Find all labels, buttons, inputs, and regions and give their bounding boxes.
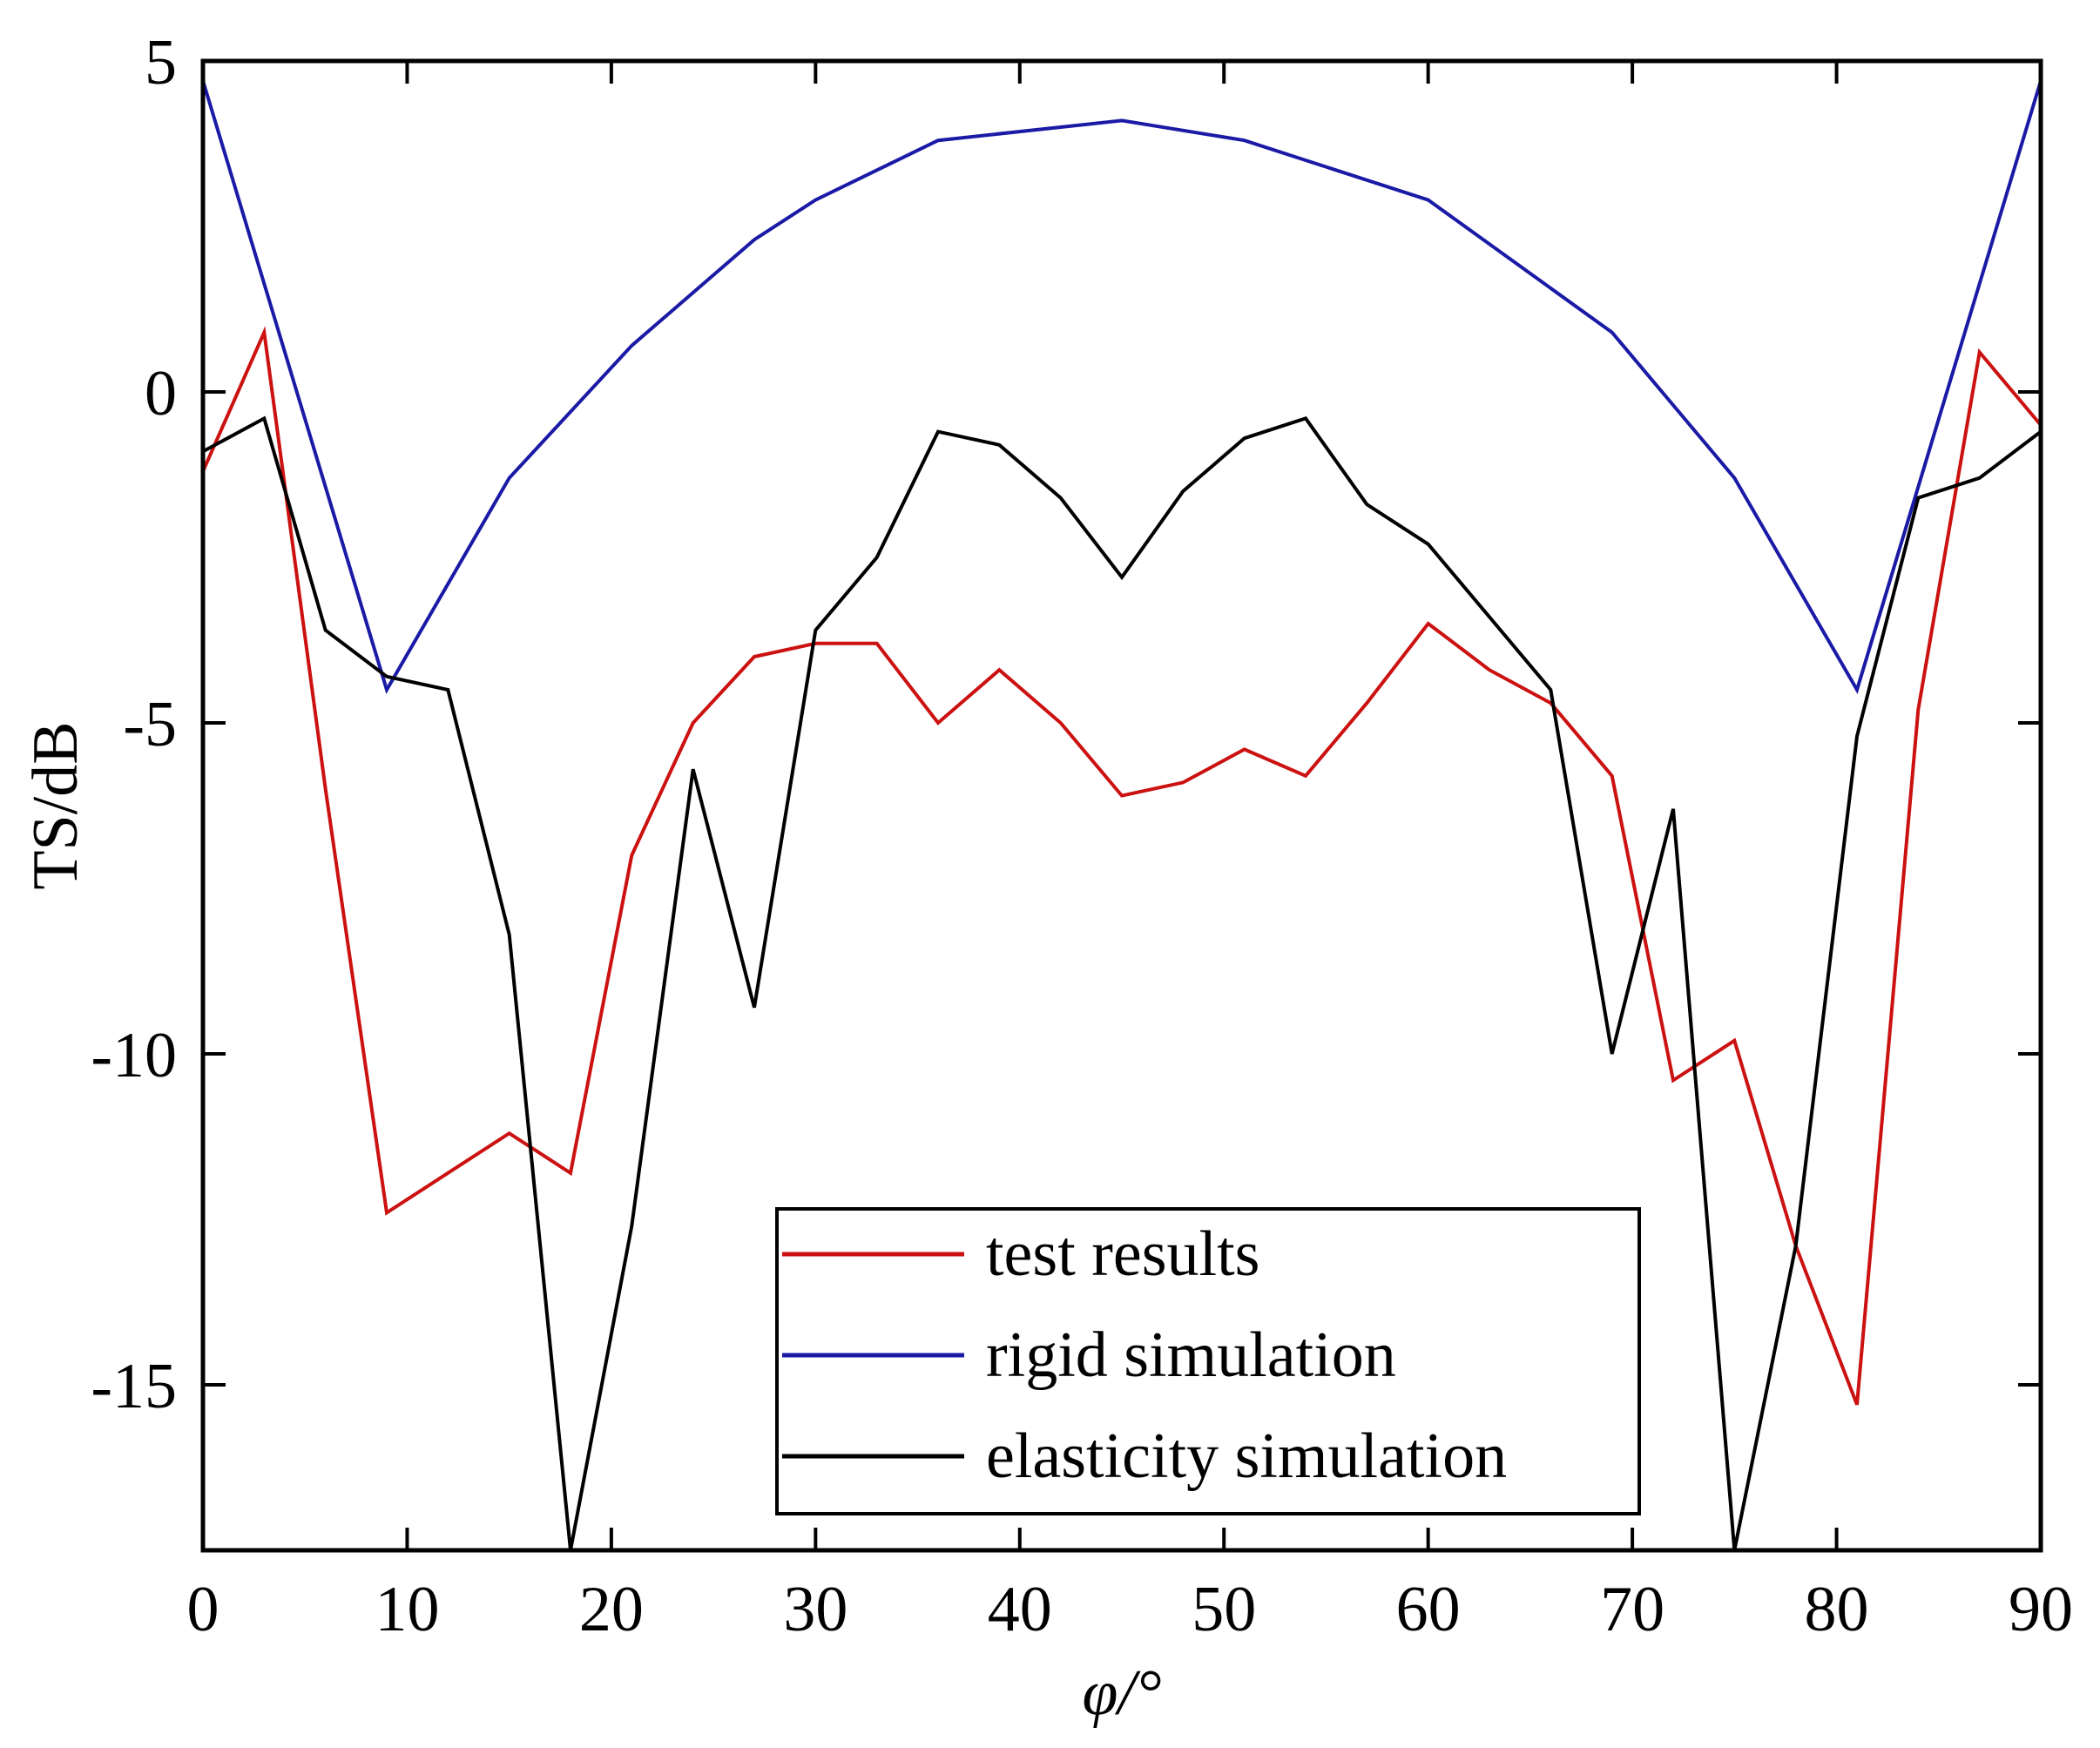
- legend-label: elasticity simulation: [986, 1421, 1507, 1492]
- x-tick-label: 20: [579, 1574, 644, 1645]
- y-tick-label: 5: [145, 27, 177, 98]
- plot-frame: [200, 58, 2043, 1553]
- legend-label: test results: [986, 1218, 1259, 1290]
- x-tick-label: 80: [1805, 1574, 1869, 1645]
- y-axis: 5 0 -5 -10 -15: [91, 27, 2041, 1422]
- x-axis: 0 10 20 30 40 50 60 70 80 90: [187, 61, 2073, 1645]
- y-tick-label: 0: [145, 358, 177, 429]
- y-tick-label: -15: [91, 1351, 177, 1422]
- x-tick-label: 40: [988, 1574, 1052, 1645]
- x-tick-label: 10: [375, 1574, 439, 1645]
- x-axis-title: φ/°: [1082, 1657, 1161, 1729]
- x-tick-label: 60: [1396, 1574, 1461, 1645]
- y-tick-label: -5: [123, 689, 177, 760]
- legend: test results rigid simulation elasticity s…: [775, 1207, 1641, 1515]
- series-line-rigid-simulation: [201, 80, 2043, 694]
- legend-box: [775, 1207, 1641, 1515]
- x-tick-label: 70: [1600, 1574, 1664, 1645]
- legend-label: rigid simulation: [986, 1319, 1396, 1391]
- x-tick-label: 30: [783, 1574, 847, 1645]
- x-tick-label: 50: [1192, 1574, 1256, 1645]
- x-tick-label: 90: [2009, 1574, 2073, 1645]
- x-tick-label: 0: [187, 1574, 219, 1645]
- y-tick-label: -10: [91, 1020, 177, 1091]
- series-line-test-results: [201, 326, 2043, 1406]
- y-axis-title: TS/dB: [20, 721, 91, 889]
